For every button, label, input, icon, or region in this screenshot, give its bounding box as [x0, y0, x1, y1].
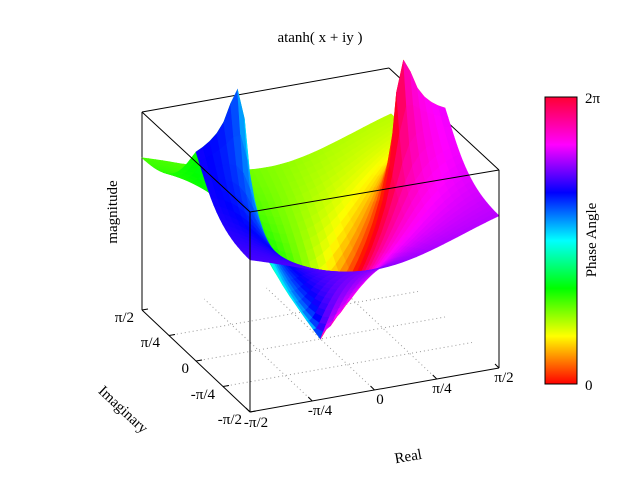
colorbar [544, 96, 578, 385]
plot-box-front [141, 111, 500, 413]
x-tick-label: π/4 [432, 381, 452, 397]
colorbar-tick-label: 0 [585, 378, 593, 394]
x-tick-label: -π/4 [308, 403, 333, 419]
chart-title: atanh( x + iy ) [277, 30, 362, 46]
y-tick-label: π/4 [141, 335, 161, 351]
colorbar-label: Phase Angle [584, 202, 600, 277]
x-tick [307, 396, 313, 402]
y-tick-label: -π/2 [218, 412, 242, 428]
x-axis-label: Real [393, 447, 423, 468]
grid-line [328, 276, 438, 380]
surface-mesh [141, 59, 500, 340]
floor-grid [168, 276, 473, 402]
y-tick [222, 385, 230, 387]
x-tick [494, 363, 500, 369]
y-tick-label: -π/4 [191, 387, 216, 403]
axis-ticks [141, 308, 500, 413]
y-tick [141, 308, 149, 311]
grid-line [266, 287, 375, 391]
grid-line [222, 342, 473, 387]
grid-line [203, 298, 313, 402]
x-tick-label: π/2 [494, 370, 513, 386]
x-tick-label: 0 [376, 392, 384, 408]
x-tick-label: -π/2 [244, 415, 268, 431]
y-tick [168, 334, 176, 336]
y-axis-label: Imaginary [95, 383, 151, 437]
y-tick-label: 0 [182, 361, 190, 377]
x-tick [245, 407, 251, 413]
colorbar-tick-label: 2π [585, 91, 601, 107]
x-tick [370, 385, 375, 391]
y-tick [249, 410, 257, 413]
surface-patch [488, 212, 500, 220]
y-tick-label: π/2 [115, 310, 134, 326]
x-tick [432, 374, 438, 380]
y-tick [195, 359, 203, 362]
z-axis-label: magnitude [105, 180, 121, 244]
